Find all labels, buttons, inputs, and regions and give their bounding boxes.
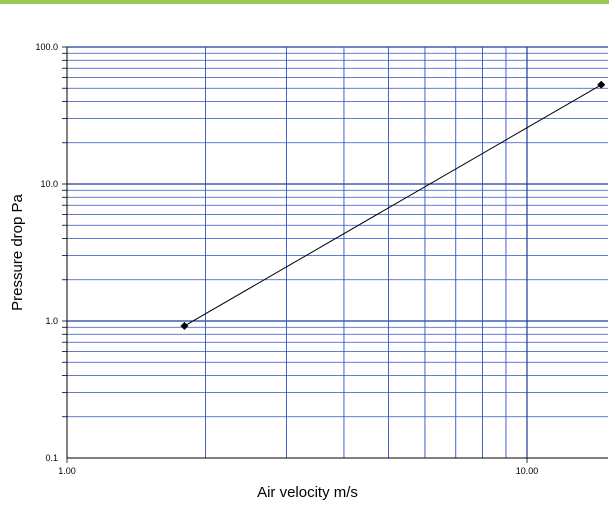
top-accent-rule	[0, 0, 609, 4]
data-series	[180, 80, 606, 330]
y-tick-label-0.1: 0.1	[45, 453, 58, 463]
tick-marks	[62, 46, 528, 463]
y-axis-title: Pressure drop Pa	[9, 193, 26, 310]
data-point-marker	[180, 321, 189, 330]
series-line	[184, 84, 602, 327]
y-tick-label-100: 100.0	[35, 42, 58, 52]
grid	[67, 46, 608, 458]
y-tick-label-1: 1.0	[45, 316, 58, 326]
data-point-marker	[597, 80, 606, 89]
y-tick-label-10: 10.0	[40, 179, 58, 189]
tick-labels: 0.1 1.0 10.0 100.0 1.00 10.00	[35, 42, 538, 476]
x-tick-label-10: 10.00	[516, 466, 539, 476]
x-tick-label-1: 1.00	[58, 466, 76, 476]
x-axis-title: Air velocity m/s	[257, 484, 358, 501]
